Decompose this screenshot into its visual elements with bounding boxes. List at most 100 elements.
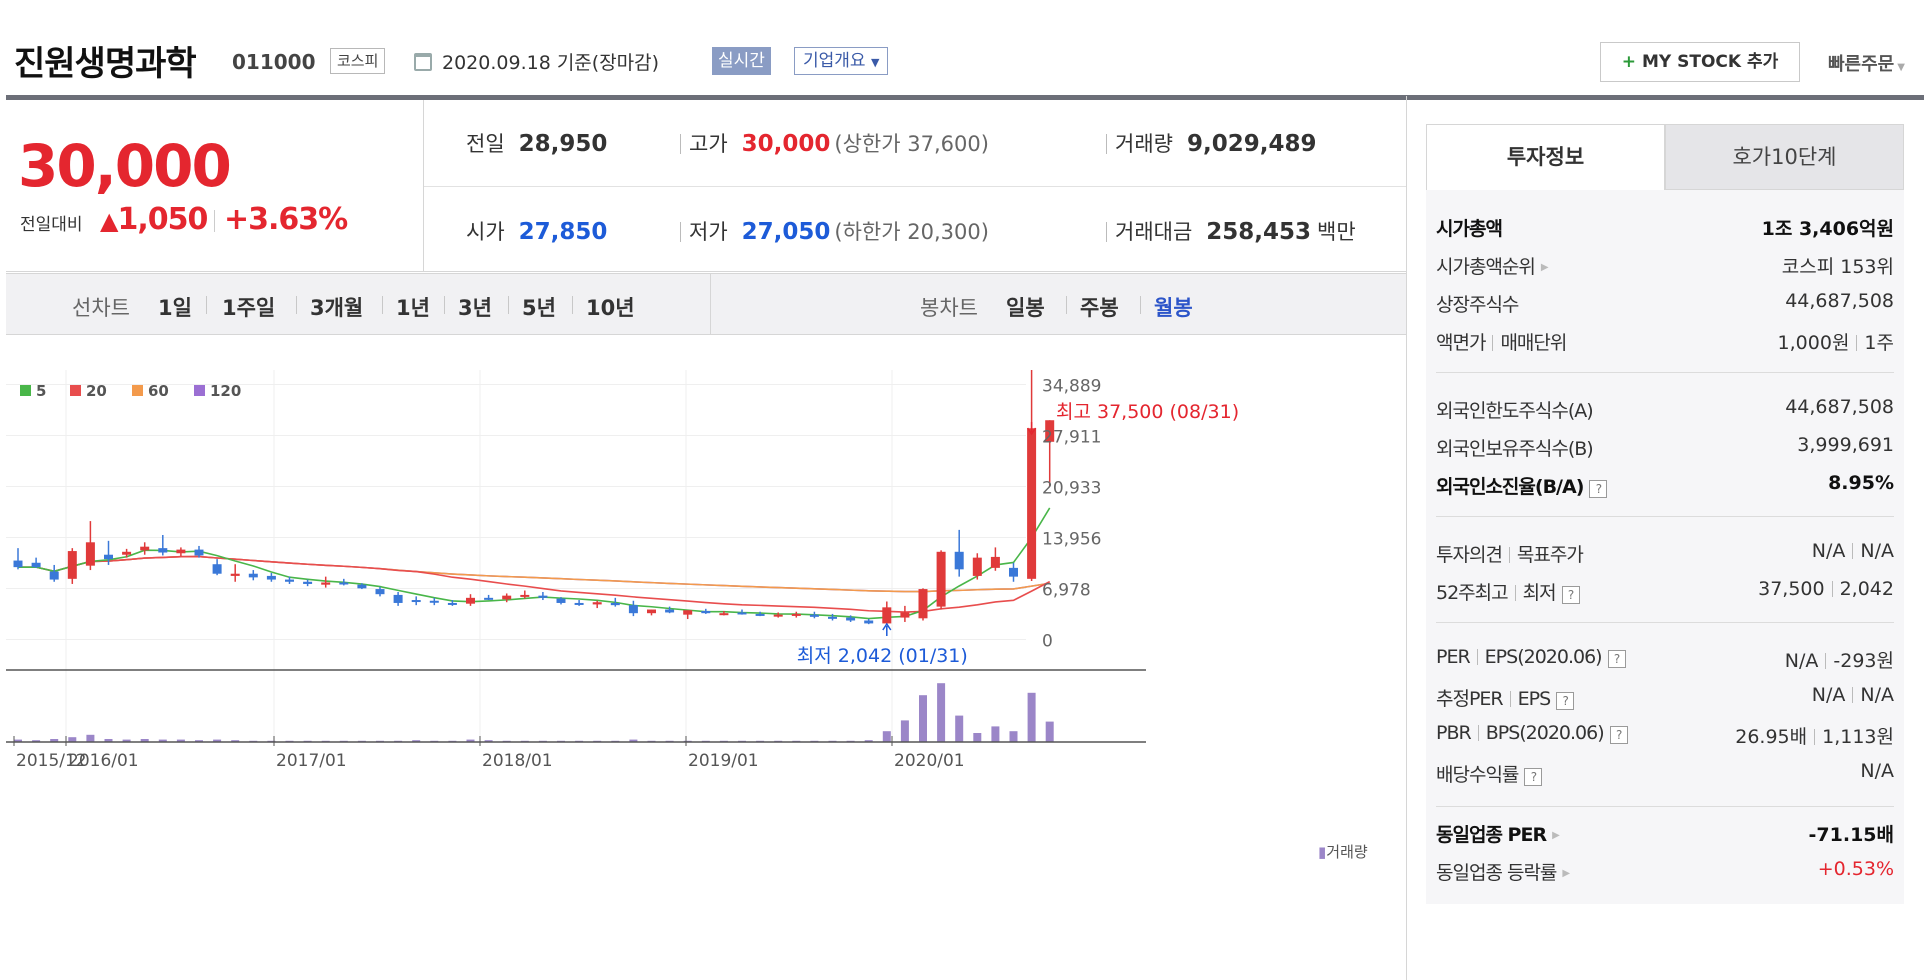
low-label: 저가 [689,220,728,244]
listed-shares-row: 상장주식수 44,687,508 [1436,284,1894,322]
volume-bar [466,739,475,742]
bps-amount: 1,113원 [1822,726,1894,748]
candle-body [447,602,457,605]
volume-bar [213,739,222,742]
divider [1852,687,1854,703]
candle-body [357,584,367,589]
period-1d[interactable]: 1일 [158,296,192,320]
foreign-ratio-label: 외국인소진율(B/A)? [1436,472,1608,499]
est-per-value: N/A N/A [1812,684,1894,706]
legend-swatch-20 [70,385,81,396]
candle-body [900,612,910,618]
low-cell: 저가 27,050 (하한가 20,300) [680,216,989,246]
sector-change-text: 동일업종 등락률 [1436,862,1557,884]
company-overview-button[interactable]: 기업개요 ▼ [794,47,889,75]
eps-text: EPS(2020.06) [1484,646,1603,668]
candle-body [31,562,41,568]
moving-average-line [18,555,1051,613]
quick-order-button[interactable]: 빠른주문 ▼ [1828,50,1905,76]
period-1w[interactable]: 1주일 [222,296,276,320]
candle-body [321,582,331,585]
divider [1825,653,1827,669]
candle-body [665,609,675,613]
help-icon[interactable]: ? [1607,650,1626,668]
row-divider [424,186,1406,187]
volume-bars [14,683,1054,742]
volume-bar [937,683,946,742]
chevron-down-icon: ▼ [1897,62,1905,73]
period-3y[interactable]: 3년 [458,296,492,320]
moving-averages [18,507,1051,620]
realtime-button[interactable]: 실시간 [712,47,771,75]
candle-body [248,573,258,578]
tab-invest-info[interactable]: 투자정보 [1426,124,1665,190]
candle-body [737,612,747,615]
candle-body [972,557,982,576]
sector-change-row[interactable]: 동일업종 등락률 ▶ +0.53% [1436,852,1894,890]
week52-high-amount: 37,500 [1758,578,1825,600]
divider [1066,296,1067,314]
price-chart[interactable]: 5 20 60 120 41,86734,88927,91120,93313,9… [6,370,1406,980]
market-cap-rank-row[interactable]: 시가총액순위 ▶ 코스피 153위 [1436,246,1894,284]
candle-body [538,595,548,598]
divider [382,296,383,314]
amount-cell: 거래대금 258,453 백만 [1106,216,1356,246]
candle-body [755,613,765,616]
candle-monthly[interactable]: 월봉 [1154,296,1193,320]
change-amount: ▲1,050 [100,202,208,237]
add-mystock-button[interactable]: + MY STOCK 추가 [1600,42,1800,82]
divider [1436,622,1894,623]
foreign-ratio-value: 8.95% [1828,472,1894,494]
divider [680,222,681,242]
per-amount: N/A [1784,650,1819,672]
divider [1436,806,1894,807]
period-1y[interactable]: 1년 [396,296,430,320]
period-5y[interactable]: 5년 [522,296,556,320]
candle-body [339,582,349,585]
dividend-row: 배당수익률? N/A [1436,754,1894,792]
sector-per-text: 동일업종 PER [1436,824,1547,846]
candle-body [791,613,801,616]
dividend-label: 배당수익률? [1436,760,1543,787]
chevron-down-icon: ▼ [870,56,880,69]
invest-info-panel: 투자정보 호가10단계 시가총액 1조 3,406억원 시가총액순위 ▶ 코스피 … [1426,124,1904,904]
est-eps-amount: N/A [1860,684,1894,706]
tab-hoga[interactable]: 호가10단계 [1665,124,1904,190]
opinion-value: N/A N/A [1812,540,1894,562]
help-icon[interactable]: ? [1589,480,1608,498]
candle-weekly[interactable]: 주봉 [1080,296,1119,320]
divider [444,296,445,314]
volume-bar [50,739,59,742]
est-eps-text: EPS [1517,688,1552,710]
help-icon[interactable]: ? [1561,586,1580,604]
candle-body [828,616,837,619]
help-icon[interactable]: ? [1609,726,1628,744]
period-10y[interactable]: 10년 [586,296,635,320]
prev-close-cell: 전일 28,950 [466,128,607,158]
help-icon[interactable]: ? [1556,692,1575,710]
market-cap-row: 시가총액 1조 3,406억원 [1436,208,1894,246]
chevron-right-icon: ▶ [1540,262,1549,273]
volume-bar [991,726,1000,742]
foreign-ratio-text: 외국인소진율(B/A) [1436,476,1584,498]
week52-high-text: 52주최고 [1436,582,1509,604]
face-value-label: 액면가 매매단위 [1436,328,1567,355]
volume-bar [195,740,203,742]
pbr-value: 26.95배 1,113원 [1735,722,1894,749]
calendar-icon [414,53,432,71]
divider [1140,296,1141,314]
quick-order-label: 빠른주문 [1828,54,1895,75]
help-icon[interactable]: ? [1524,768,1543,786]
volume-bar [882,731,891,742]
current-price: 30,000 [18,132,232,200]
candle-daily[interactable]: 일봉 [1006,296,1045,320]
chevron-right-icon: ▶ [1562,868,1570,879]
candle-body [67,551,77,579]
candle-body [628,605,638,614]
high-arrow-icon [1026,427,1037,436]
sector-per-row[interactable]: 동일업종 PER ▶ -71.15배 [1436,814,1894,852]
volume-bar [231,740,240,742]
market-badge: 코스피 [330,48,386,74]
x-tick-label: 2015/12 [16,751,87,771]
period-3m[interactable]: 3개월 [310,296,364,320]
